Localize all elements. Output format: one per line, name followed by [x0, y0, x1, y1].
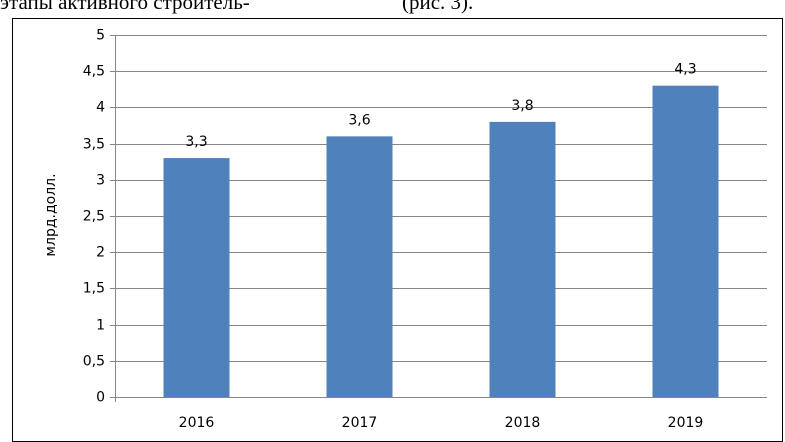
- y-tick-label: 2,5: [83, 209, 105, 225]
- y-tick-label: 1: [96, 318, 105, 334]
- y-tick-label: 5: [96, 28, 105, 44]
- bar: [163, 158, 230, 397]
- x-tick-label: 2017: [342, 415, 378, 431]
- y-tick-label: 0,5: [83, 354, 105, 370]
- y-tick-label: 2: [96, 245, 105, 261]
- value-label: 3,3: [185, 134, 207, 150]
- value-label: 4,3: [674, 62, 696, 78]
- x-tick-label: 2019: [668, 415, 704, 431]
- y-tick-label: 3: [96, 173, 105, 189]
- bar: [326, 136, 393, 398]
- bar: [652, 85, 719, 398]
- y-tick-label: 0: [96, 390, 105, 406]
- annotation: (рис. 3).: [402, 0, 473, 14]
- value-label: 3,6: [348, 112, 370, 128]
- y-tick-label: 4: [96, 100, 105, 116]
- annotation: этапы активного строитель-: [0, 0, 250, 14]
- x-tick-label: 2018: [505, 415, 541, 431]
- value-label: 3,8: [511, 98, 533, 114]
- y-tick-label: 3,5: [83, 137, 105, 153]
- y-tick-label: 4,5: [83, 64, 105, 80]
- y-tick-label: 1,5: [83, 281, 105, 297]
- x-tick-label: 2016: [179, 415, 215, 431]
- y-axis-label: млрд.долл.: [43, 173, 59, 256]
- bar: [489, 121, 556, 397]
